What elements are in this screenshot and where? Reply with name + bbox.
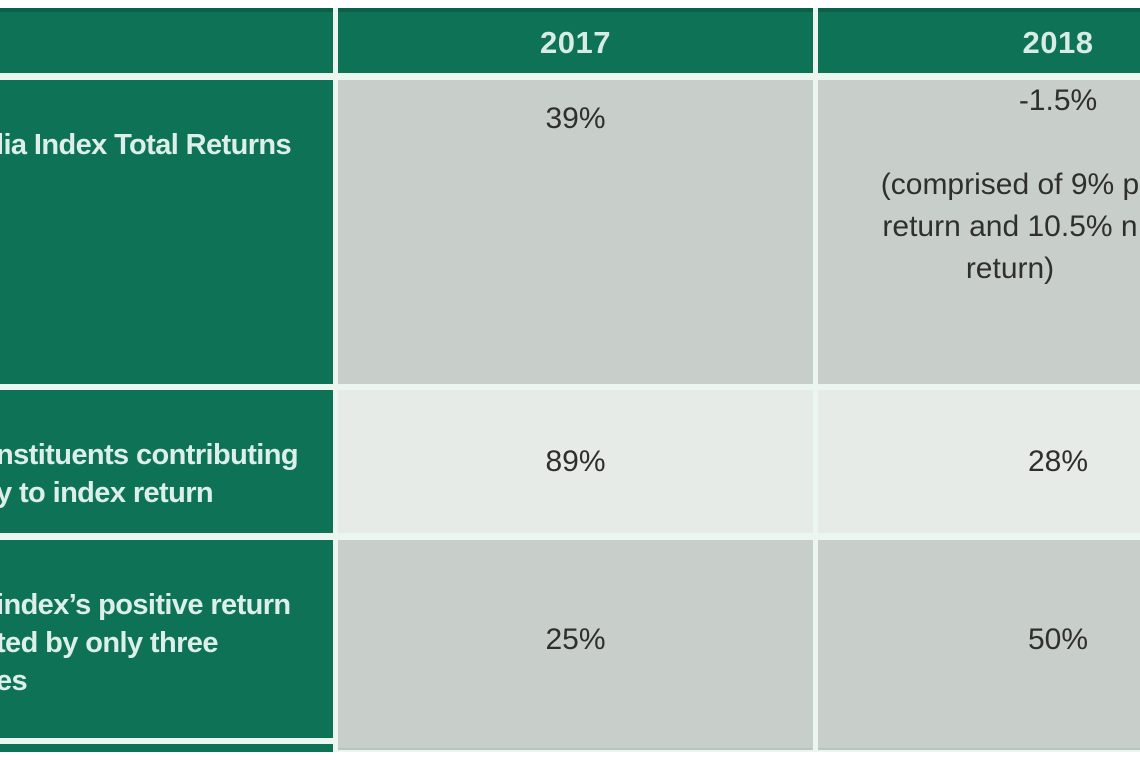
row-label-index-total-returns: lia Index Total Returns (0, 80, 333, 384)
value-2017-three-companies: 25% (338, 540, 813, 750)
value-2018-constituents: 28% (818, 390, 1140, 533)
row-label-line: es (0, 665, 28, 697)
value-text: 89% (545, 444, 606, 478)
row-label-line: index’s positive return (0, 589, 291, 621)
value-text: -1.5% (1018, 84, 1098, 117)
value-text: 28% (1027, 444, 1089, 478)
header-year-2018: 2018 (1022, 24, 1094, 60)
value-2018-total-returns: -1.5% (comprised of 9% p return and 10.5… (818, 80, 1140, 384)
note-line: (comprised of 9% p (880, 168, 1140, 201)
returns-table: 2017 2018 lia Index Total Returns 39% -1… (0, 8, 1140, 752)
row-label-constituents-contributing: nstituents contributing y to index retur… (0, 390, 333, 533)
value-text: 50% (1027, 623, 1089, 656)
row-label-line: nstituents contributing (0, 439, 299, 471)
row-label-line: y to index return (0, 477, 214, 509)
value-text: 25% (545, 623, 606, 656)
next-row-green-sliver (0, 744, 333, 752)
header-cell-blank (0, 8, 333, 73)
value-2017-constituents: 89% (338, 390, 813, 533)
note-line: return and 10.5% n (882, 210, 1138, 243)
value-2018-three-companies: 50% (818, 540, 1140, 750)
row-label-positive-return-three: index’s positive return ted by only thre… (0, 540, 333, 738)
note-line: return) (965, 252, 1055, 285)
blank-line (818, 122, 1140, 164)
header-year-2017: 2017 (540, 24, 611, 60)
row-label-line: lia Index Total Returns (0, 129, 292, 161)
value-note: (comprised of 9% p return and 10.5% n re… (770, 164, 1140, 290)
value-2017-total-returns: 39% (338, 80, 813, 384)
header-cell-2017: 2017 (338, 8, 813, 73)
row-label-line: ted by only three (0, 627, 218, 659)
header-cell-2018: 2018 (818, 8, 1140, 73)
value-text: 39% (545, 102, 606, 135)
